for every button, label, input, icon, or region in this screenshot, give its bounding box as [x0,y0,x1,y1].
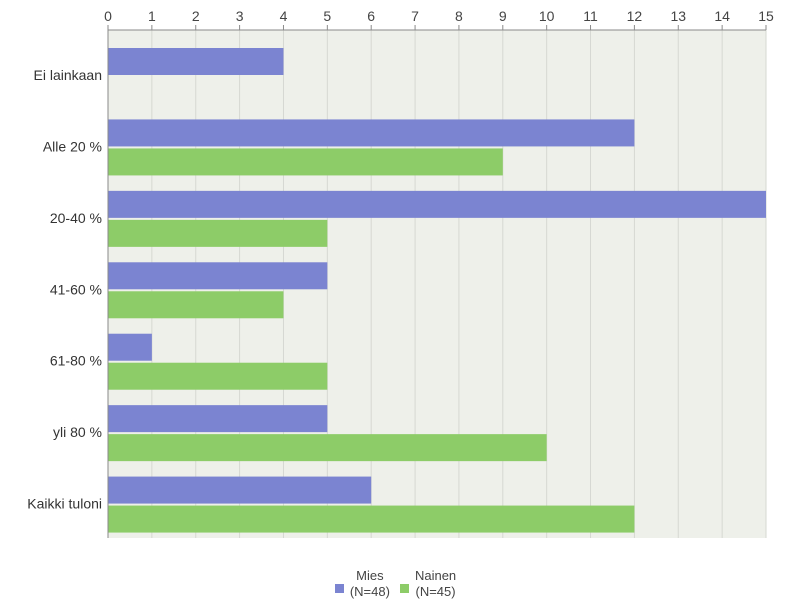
x-tick-label: 0 [104,8,112,24]
x-tick-label: 5 [323,8,331,24]
bar-nainen-5 [108,434,547,462]
bar-mies-1 [108,119,635,147]
category-label: 41-60 % [50,281,102,297]
x-tick-label: 7 [411,8,419,24]
category-label: Alle 20 % [43,138,102,154]
category-label: Ei lainkaan [34,67,103,83]
legend-item-mies: Mies (N=48) [334,568,390,600]
x-tick-label: 9 [499,8,507,24]
legend-swatch-nainen [399,583,409,593]
bar-nainen-2 [108,219,328,247]
category-labels: Ei lainkaan Alle 20 % 20-40 % 41-60 % 61-80 … [27,67,102,512]
x-tick-label: 14 [714,8,730,24]
bars [108,48,766,533]
x-tick-label: 4 [280,8,288,24]
x-tick-label: 6 [367,8,375,24]
x-axis-ticks: 0 1 2 3 4 5 6 7 8 9 10 11 12 13 14 15 [104,8,774,30]
category-label: Kaikki tuloni [27,496,102,512]
legend-label-nainen: Nainen [414,568,457,583]
bar-mies-5 [108,405,328,433]
bar-mies-0 [108,48,284,75]
legend-label-mies: Mies [356,568,384,583]
bar-mies-4 [108,333,152,361]
category-label: 20-40 % [50,210,102,226]
x-tick-label: 11 [583,8,598,24]
x-tick-label: 15 [758,8,774,24]
bar-mies-6 [108,476,372,504]
bar-nainen-1 [108,148,503,176]
x-tick-label: 10 [539,8,555,24]
x-tick-label: 2 [192,8,200,24]
x-tick-label: 12 [627,8,643,24]
bar-nainen-3 [108,291,284,319]
x-tick-label: 3 [236,8,244,24]
legend-item-nainen: Nainen (N=45) [399,568,457,600]
bar-mies-2 [108,190,766,218]
legend-note-mies: (N=48) [349,584,390,599]
category-label: 61-80 % [50,353,102,369]
x-tick-label: 8 [455,8,463,24]
bar-mies-3 [108,262,328,290]
bar-nainen-6 [108,505,635,533]
category-label: yli 80 % [53,424,102,440]
x-tick-label: 13 [670,8,686,24]
legend-note-nainen: (N=45) [415,584,456,599]
legend-swatch-mies [334,583,344,593]
x-tick-label: 1 [148,8,156,24]
legend: Mies (N=48) Nainen (N=45) [0,568,791,600]
bar-nainen-4 [108,362,328,390]
